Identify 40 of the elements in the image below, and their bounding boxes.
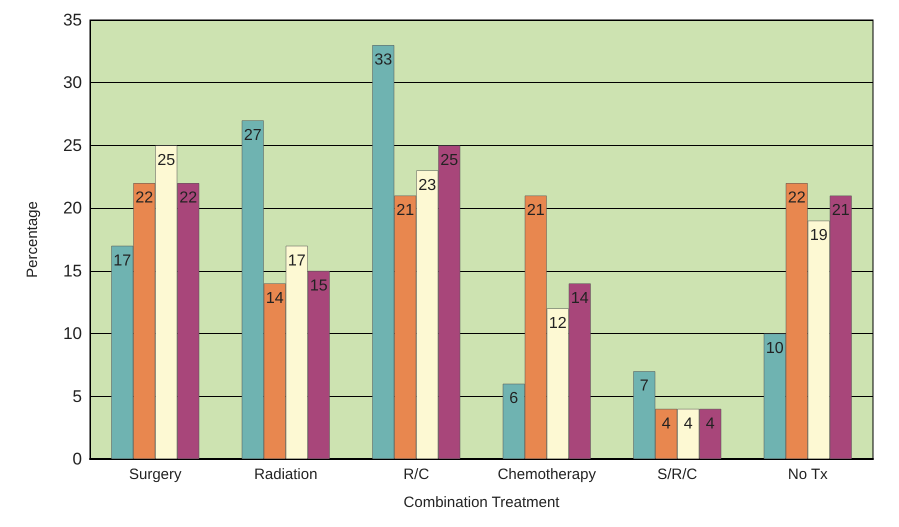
data-label: 14 xyxy=(570,290,589,307)
y-tick-label: 0 xyxy=(72,450,82,468)
y-tick-label: 25 xyxy=(63,136,82,155)
y-tick-label: 5 xyxy=(72,386,82,406)
y-tick-label: 35 xyxy=(63,10,82,30)
data-label: 33 xyxy=(374,52,392,69)
data-label: 21 xyxy=(832,202,850,220)
y-tick-label: 30 xyxy=(63,73,82,92)
x-tick-label: S/R/C xyxy=(657,466,698,483)
data-label: 21 xyxy=(526,202,545,220)
data-label: 19 xyxy=(810,227,828,244)
data-label: 4 xyxy=(684,415,693,432)
data-label: 27 xyxy=(244,126,262,144)
y-tick-label: 20 xyxy=(63,198,82,218)
data-label: 15 xyxy=(310,277,328,294)
y-axis-title: Percentage xyxy=(24,201,41,278)
x-tick-label: Chemotherapy xyxy=(498,466,596,483)
data-label: 25 xyxy=(157,152,176,169)
data-label: 4 xyxy=(662,415,671,432)
data-label: 22 xyxy=(788,190,806,207)
data-label: 6 xyxy=(509,390,518,408)
x-tick-label: No Tx xyxy=(788,466,828,483)
data-label: 23 xyxy=(418,177,436,194)
data-label: 22 xyxy=(179,190,198,207)
data-label: 25 xyxy=(440,152,458,169)
y-tick-label: 10 xyxy=(63,324,82,344)
data-label: 22 xyxy=(135,190,154,207)
x-tick-label: Surgery xyxy=(128,466,182,483)
data-label: 21 xyxy=(396,202,414,220)
data-label: 12 xyxy=(548,314,567,332)
x-tick-label: R/C xyxy=(403,466,430,483)
data-label: 10 xyxy=(766,340,784,358)
data-label: 17 xyxy=(113,252,132,270)
data-label: 17 xyxy=(288,252,306,270)
x-tick-label: Radiation xyxy=(254,466,318,483)
data-label: 4 xyxy=(706,415,715,432)
data-label: 7 xyxy=(640,378,649,395)
data-label: 14 xyxy=(266,290,284,307)
y-tick-label: 15 xyxy=(63,261,82,280)
x-axis-title: Combination Treatment xyxy=(404,494,560,511)
